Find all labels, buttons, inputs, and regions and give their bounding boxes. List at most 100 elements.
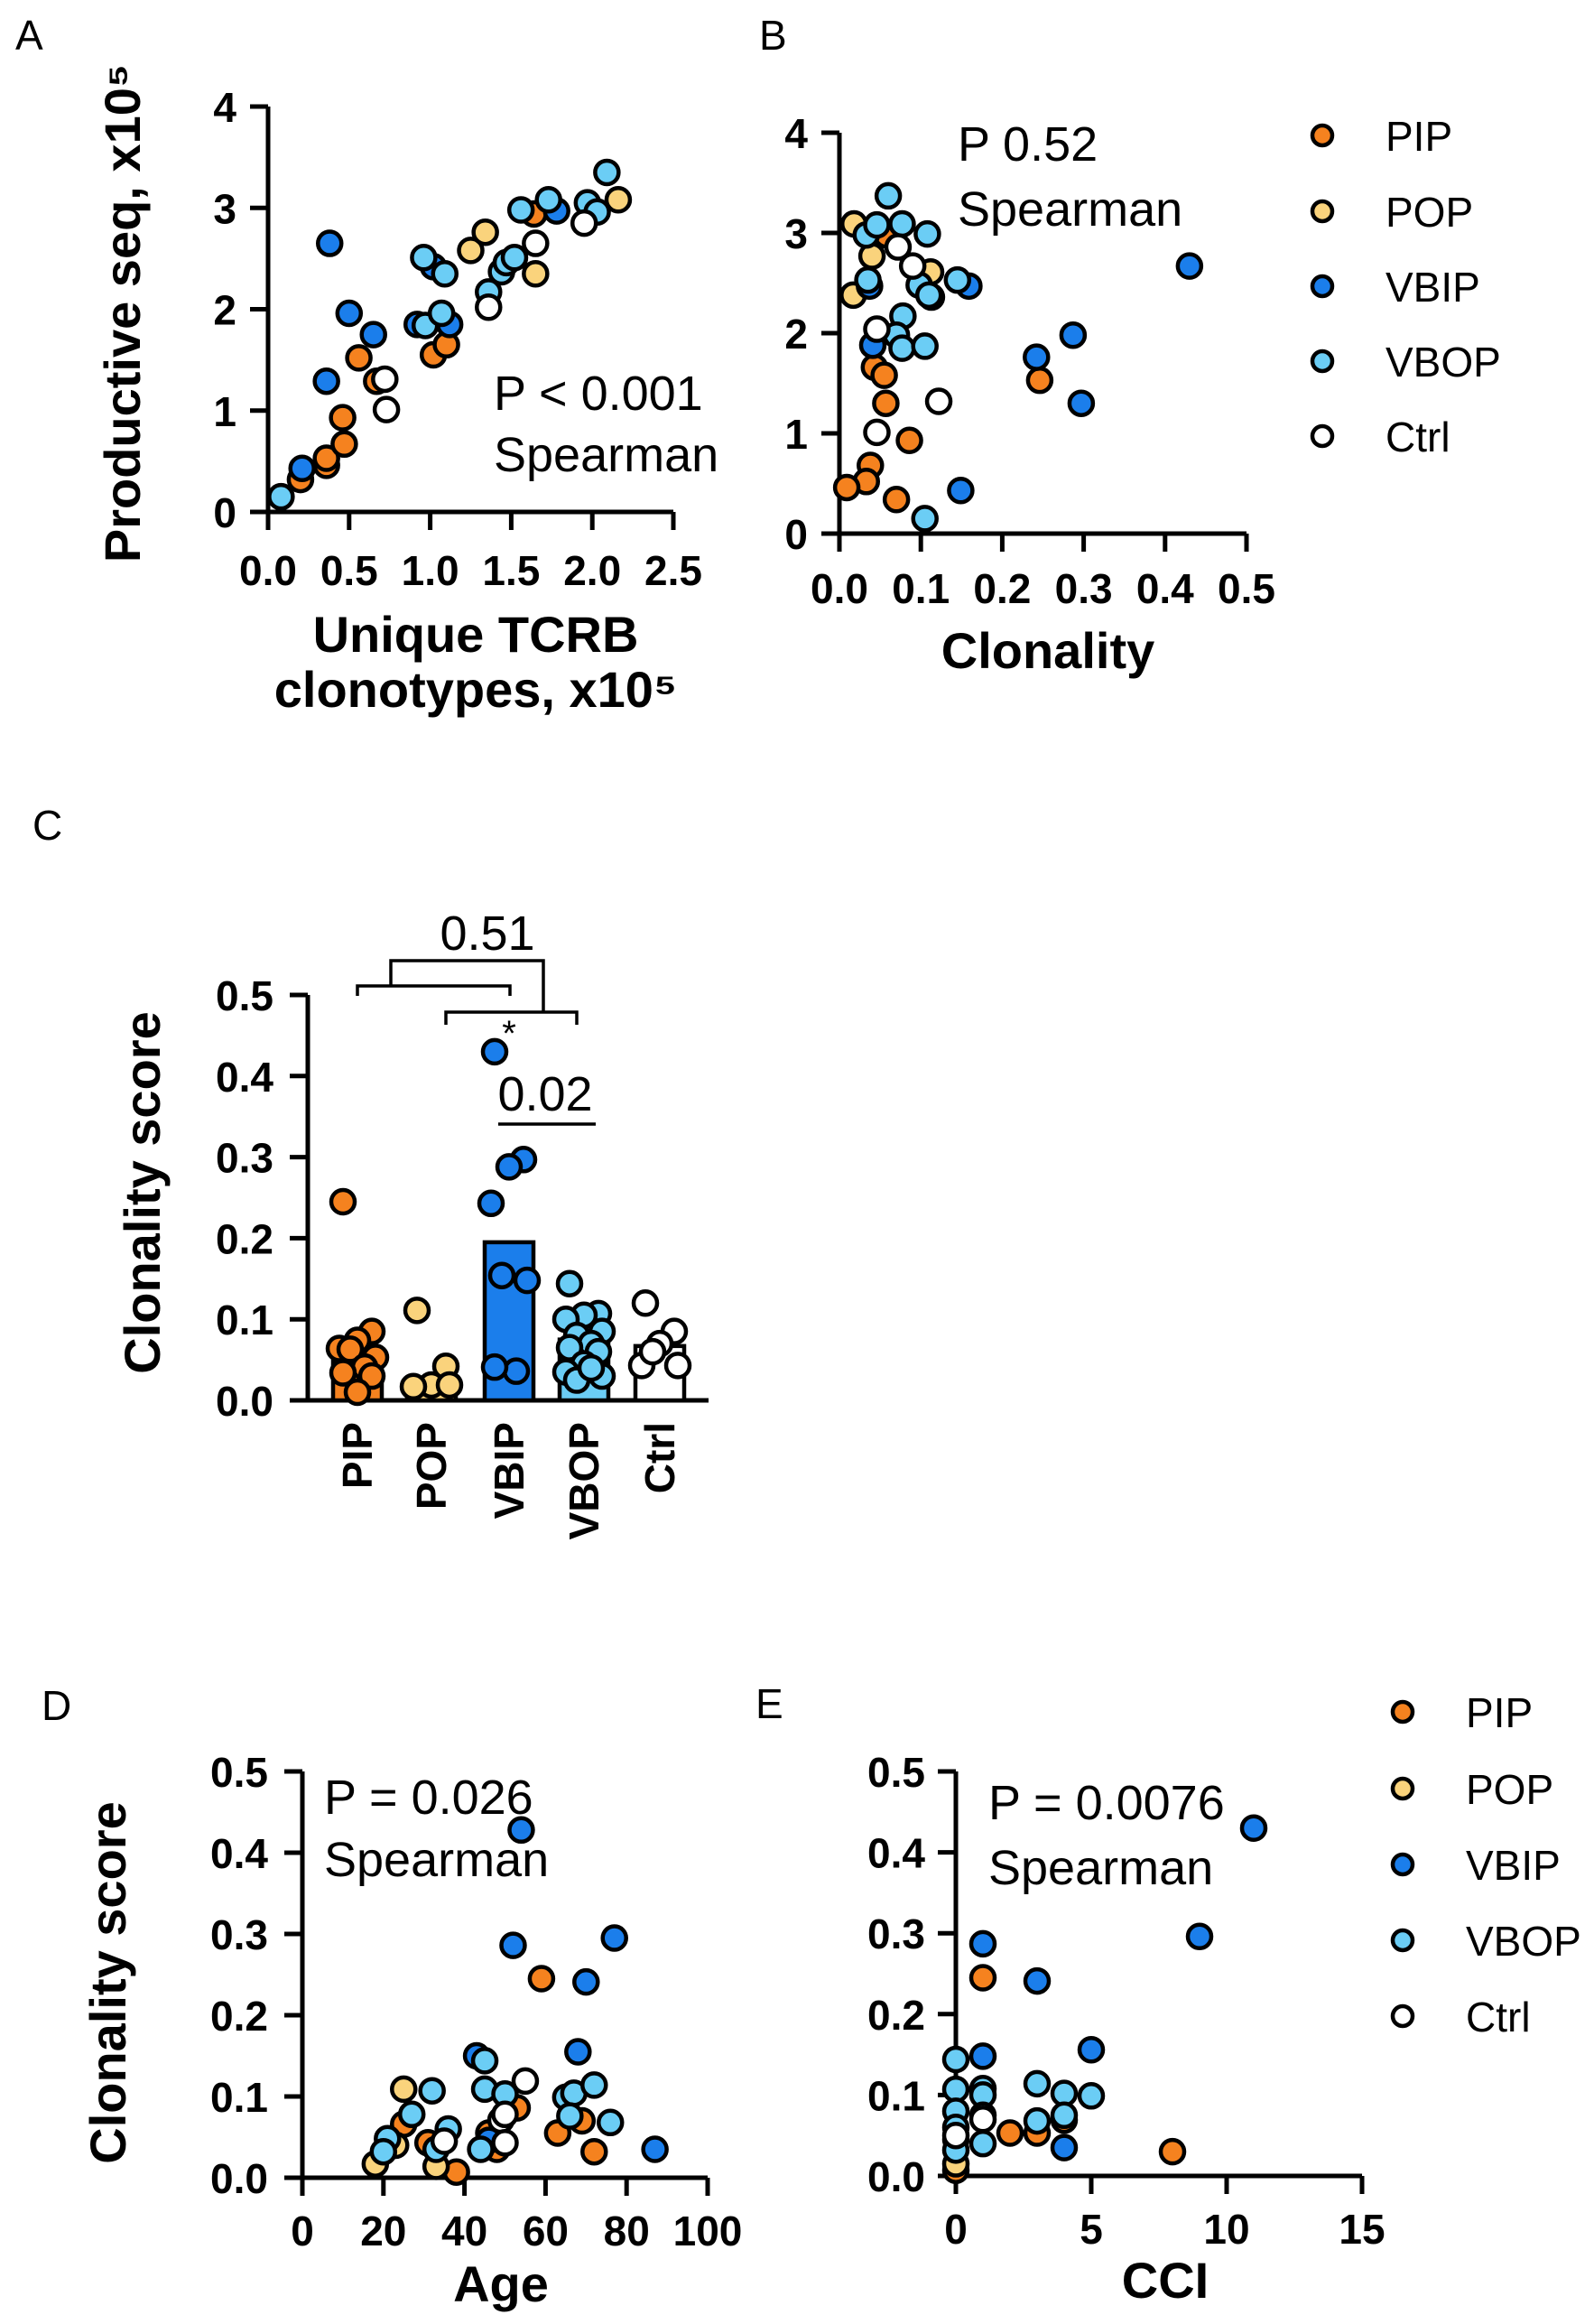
legend-label-pip: PIP [1385, 113, 1452, 160]
point-vbop [854, 265, 882, 294]
point-vbop [911, 332, 939, 360]
x-tick-label: 15 [1339, 2206, 1385, 2253]
point-pop [457, 237, 485, 265]
y-tick-label: 2 [213, 287, 236, 334]
point-pip [527, 1965, 556, 1993]
point-ctrl [884, 233, 913, 261]
comparison-label-051: 0.51 [440, 906, 534, 961]
panel-letter-a: A [15, 12, 43, 59]
point-ctrl [863, 315, 891, 343]
y-tick-label: 0.0 [210, 2155, 268, 2202]
x-tick-label: 5 [1080, 2206, 1103, 2253]
panel-e-p-value: P = 0.0076 [988, 1776, 1225, 1830]
point-pip [870, 361, 898, 389]
point-pop [435, 1371, 464, 1399]
point-vbop [410, 244, 438, 272]
point-vbop [506, 196, 535, 224]
panel-a-y-title: Productive seq, x10⁵ [94, 64, 151, 562]
point-vbop [941, 2045, 970, 2074]
point-vbip [499, 1931, 527, 1959]
point-vbop [1077, 2082, 1106, 2110]
y-tick-label: 0.1 [216, 1297, 273, 1343]
x-tick-label: 60 [523, 2208, 569, 2254]
y-tick-label: 2 [784, 311, 808, 358]
legend-marker-ctrl [1390, 2003, 1415, 2029]
legend-marker-pop [1390, 1776, 1415, 1801]
point-ctrl [522, 229, 550, 257]
point-pop [604, 186, 633, 214]
y-tick-label: 0.4 [210, 1830, 268, 1877]
y-tick-label: 1 [213, 388, 236, 435]
y-tick-label: 4 [213, 84, 236, 131]
category-label-pop: POP [408, 1422, 455, 1510]
x-tick-label: 1.5 [482, 547, 540, 594]
legend-marker-pip [1310, 123, 1335, 148]
point-vbop [1023, 2069, 1052, 2098]
point-vbop [913, 219, 941, 248]
panel-e-test-name: Spearman [988, 1841, 1213, 1895]
point-vbop [914, 281, 943, 310]
point-vbop [397, 2100, 426, 2129]
point-vbip [1077, 2035, 1106, 2064]
point-pip [345, 344, 373, 372]
panel-a-x-title-line2: clonotypes, x10⁵ [274, 661, 677, 718]
panel-letter-b: B [759, 12, 787, 59]
point-vbop [874, 181, 903, 210]
y-tick-label: 1 [784, 411, 808, 458]
x-tick-label: 0 [291, 2208, 314, 2254]
point-vbop [427, 299, 456, 328]
point-vbip [947, 477, 975, 505]
legend-marker-pop [1310, 199, 1335, 224]
point-pip [330, 430, 358, 459]
y-tick-label: 0.5 [867, 1749, 925, 1796]
panel-e-x-title: CCI [1122, 2252, 1209, 2309]
legend-marker-vbop [1310, 349, 1335, 374]
point-ctrl [511, 2067, 540, 2096]
point-pop [399, 1372, 428, 1400]
point-pop [403, 1297, 431, 1325]
x-tick-label: 2.5 [644, 547, 702, 594]
point-vbop [1050, 2101, 1079, 2130]
point-ctrl [475, 293, 503, 321]
point-pip [1025, 366, 1054, 395]
point-pip [872, 389, 900, 417]
y-tick-label: 0.1 [867, 2072, 925, 2119]
point-vbip [495, 1153, 524, 1181]
point-vbip [315, 229, 344, 257]
y-tick-label: 0.4 [216, 1054, 273, 1101]
panel-letter-e: E [755, 1680, 783, 1727]
point-pip [832, 473, 861, 502]
category-label-vbop: VBOP [561, 1422, 607, 1539]
legend-marker-vbip [1310, 274, 1335, 299]
point-pip [968, 1964, 997, 1992]
point-vbip [477, 1189, 505, 1218]
category-label-pip: PIP [334, 1422, 381, 1489]
panel-d: 0 20 40 60 80 100 0.0 0.1 0.2 0.3 0.4 0.5 [210, 1749, 742, 2254]
x-tick-label: 0.5 [320, 547, 378, 594]
point-vbop [596, 2108, 625, 2137]
point-pip [1158, 2137, 1187, 2166]
point-vbop [555, 1269, 584, 1297]
y-tick-label: 0.1 [210, 2074, 268, 2121]
y-tick-label: 3 [784, 210, 808, 257]
point-vbop [888, 209, 916, 238]
point-pop [471, 218, 499, 246]
y-tick-label: 0.2 [210, 1993, 268, 2040]
point-vbip [1067, 389, 1096, 417]
panel-b: 0.0 0.1 0.2 0.3 0.4 0.5 0 1 2 3 4 PIP POP VBIP VBOP Ctr… [784, 110, 1500, 612]
point-vbip [968, 2042, 997, 2070]
panel-letter-d: D [42, 1682, 71, 1729]
point-vbop [418, 2077, 446, 2105]
legend-marker-vbip [1390, 1852, 1415, 1877]
point-pip [312, 444, 340, 472]
legend-marker-ctrl [1310, 423, 1335, 449]
point-vbop [577, 1353, 606, 1382]
y-tick-label: 0.3 [210, 1911, 268, 1958]
point-vbip [480, 1353, 509, 1381]
point-vbip [564, 2038, 592, 2066]
point-ctrl [863, 418, 891, 447]
panel-d-x-title: Age [453, 2255, 549, 2312]
panel-b-p-value: P 0.52 [958, 117, 1098, 172]
